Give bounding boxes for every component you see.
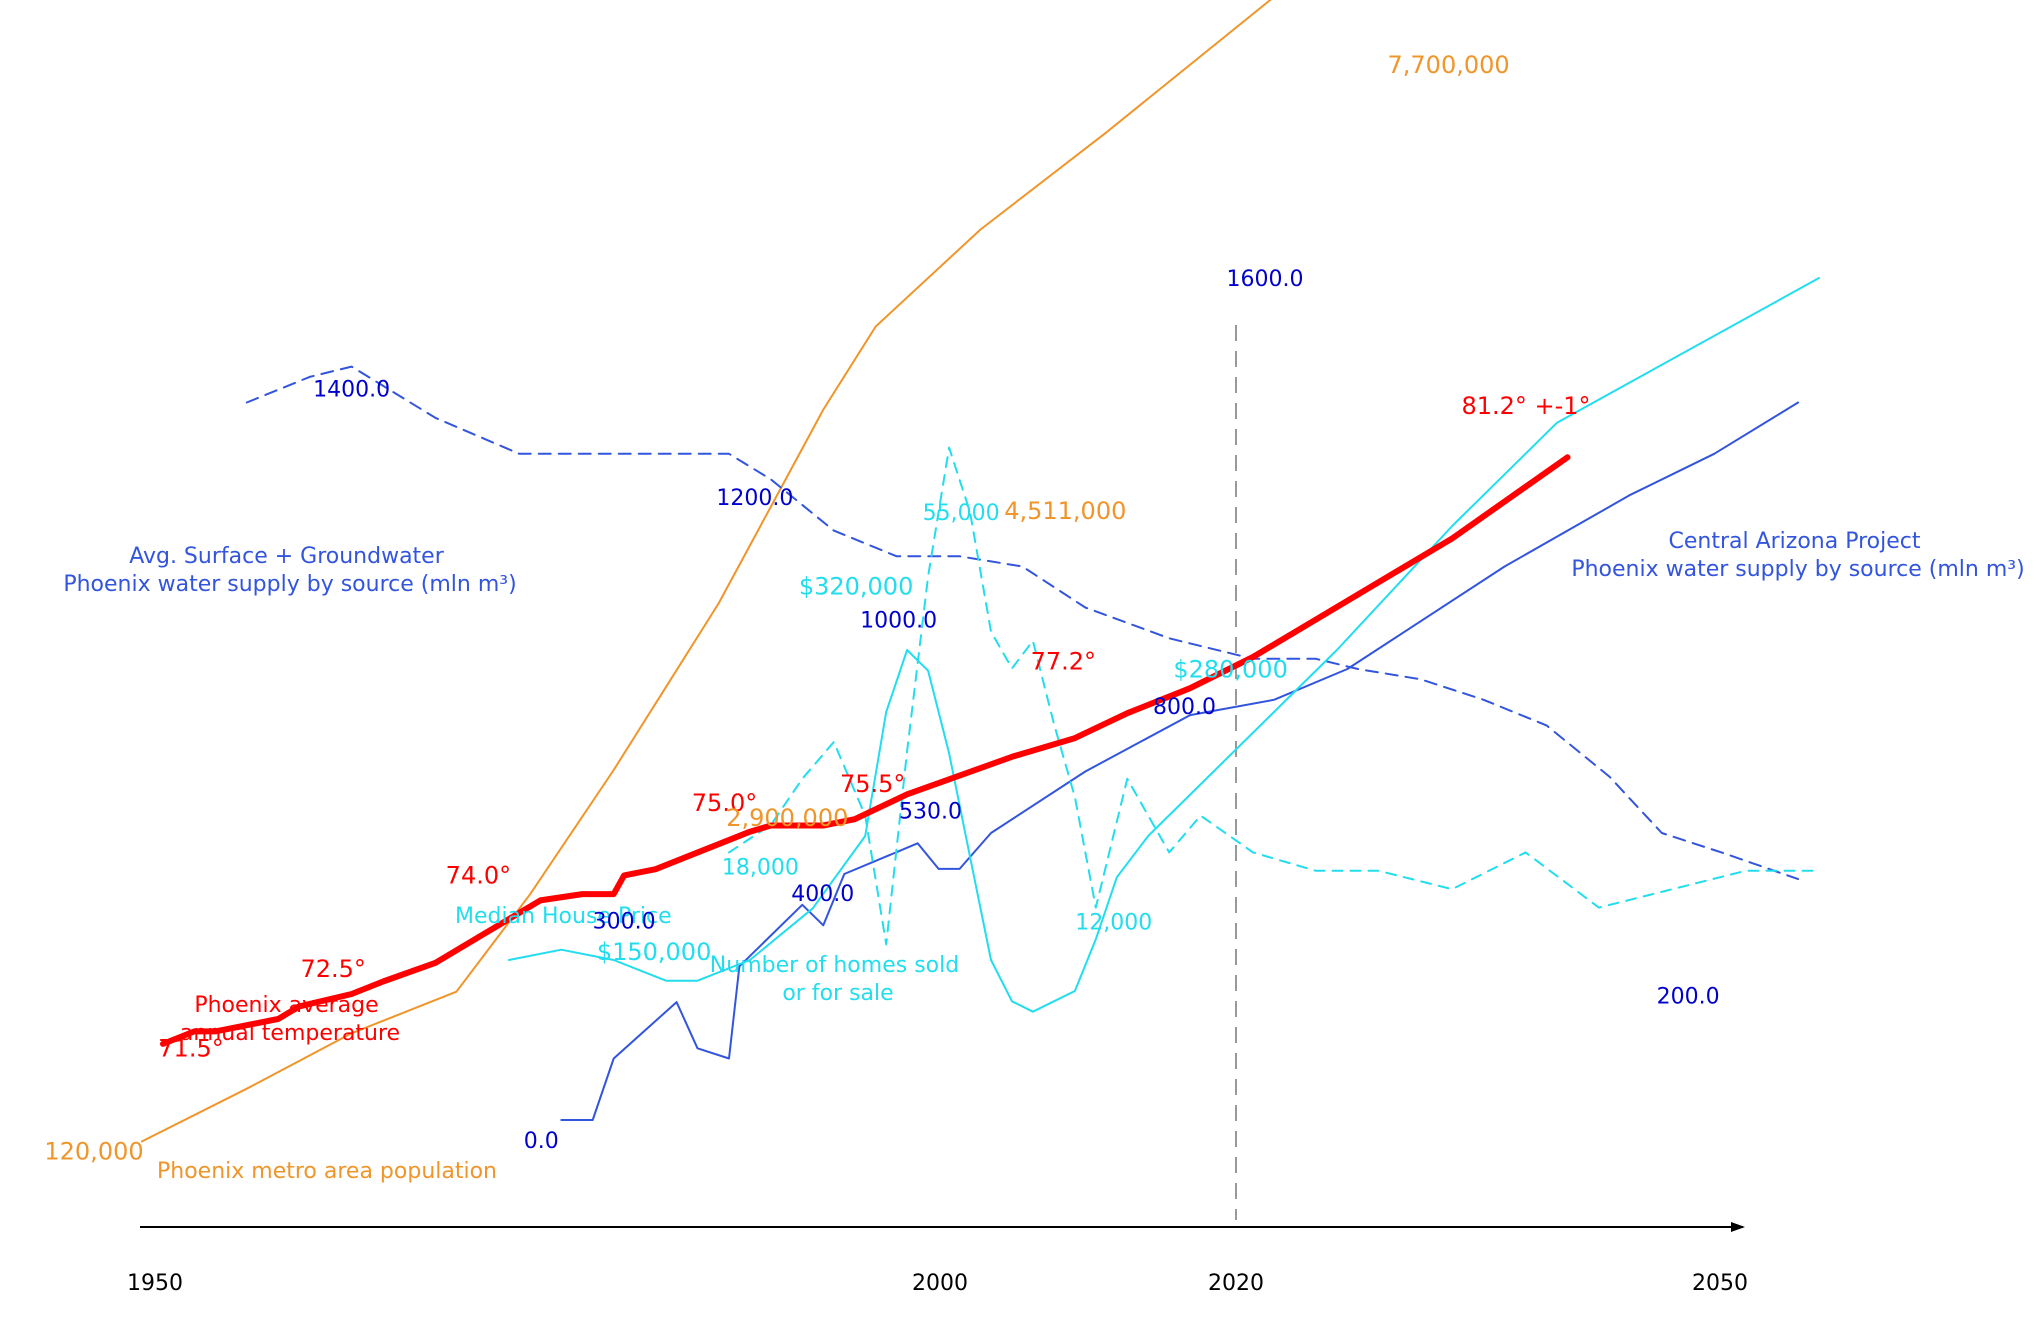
surface-water-series-name: Avg. Surface + Groundwater Phoenix water… [63, 544, 516, 597]
temperature-data-label: 75.0° [692, 789, 757, 817]
cap-series-name: Central Arizona Project Phoenix water su… [1571, 529, 2024, 582]
homes-sold-data-label: 18,000 [722, 855, 799, 880]
temperature-data-label: 81.2° +-1° [1461, 392, 1590, 420]
surface-water-data-label: 800.0 [1153, 695, 1216, 720]
temperature-line [160, 454, 1571, 1047]
median-house-price-line [507, 277, 1820, 1013]
surface-water-data-label: 1000.0 [860, 609, 937, 634]
cap-data-label: 1600.0 [1227, 267, 1304, 292]
x-tick-label-2050: 2050 [1692, 1271, 1748, 1296]
house-price-data-label: $150,000 [597, 938, 712, 966]
x-tick-label-2000: 2000 [912, 1271, 968, 1296]
surface-water-data-label: 200.0 [1657, 985, 1720, 1010]
surface-water-data-label: 1400.0 [313, 378, 390, 403]
surface-groundwater-line [245, 365, 1800, 881]
population-series-name: Phoenix metro area population [157, 1159, 497, 1184]
homes-sold-series-name: Number of homes sold or for sale [710, 953, 966, 1006]
population-line [141, 0, 1272, 1143]
temperature-data-label: 74.0° [446, 861, 511, 889]
population-data-label: 120,000 [44, 1137, 143, 1165]
cap-data-label: 0.0 [524, 1129, 559, 1154]
temperature-data-label: 77.2° [1031, 648, 1096, 676]
homes-sold-data-label: 55,000 [923, 501, 1000, 526]
surface-water-data-label: 1200.0 [716, 486, 793, 511]
cap-data-label: 400.0 [791, 882, 854, 907]
central-arizona-project-line [560, 401, 1800, 1121]
population-data-label: 7,700,000 [1388, 51, 1510, 79]
house-price-series-name: Median House Price [455, 904, 672, 929]
temperature-series-name: Phoenix average annual temperature [180, 993, 400, 1046]
x-tick-label-2020: 2020 [1208, 1271, 1264, 1296]
population-data-label: 2,900,000 [726, 804, 848, 832]
population-data-label: 4,511,000 [1004, 497, 1126, 525]
homes-sold-line [728, 446, 1820, 946]
temperature-data-label: 72.5° [300, 955, 365, 983]
house-price-data-label: $320,000 [799, 573, 914, 601]
cap-data-label: 300.0 [593, 909, 656, 934]
temperature-data-label: 75.5° [840, 770, 905, 798]
x-tick-label-1950: 1950 [127, 1271, 183, 1296]
house-price-data-label: $280,000 [1173, 655, 1288, 683]
temperature-data-label: 71.5° [158, 1034, 223, 1062]
homes-sold-data-label: 12,000 [1075, 911, 1152, 936]
cap-data-label: 530.0 [899, 799, 962, 824]
